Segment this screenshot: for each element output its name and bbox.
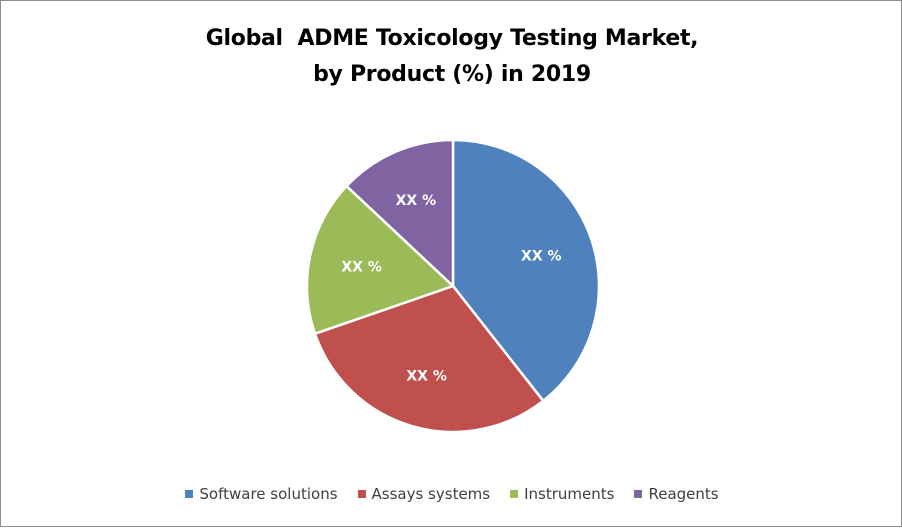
legend-item-software-solutions: Software solutions <box>185 485 338 503</box>
legend-swatch-reagents <box>634 490 643 498</box>
pie-slice-assays-systems <box>313 284 545 434</box>
pie-slice-reagents <box>345 138 455 288</box>
legend-swatch-assays-systems <box>357 490 366 498</box>
legend-item-reagents: Reagents <box>634 485 719 503</box>
chart-title: Global ADME Toxicology Testing Market, b… <box>1 21 902 93</box>
legend-item-instruments: Instruments <box>510 485 614 503</box>
chart-title-line-2: by Product (%) in 2019 <box>313 62 591 87</box>
pie-data-label: XX % <box>406 369 447 385</box>
legend-label: Software solutions <box>199 485 338 503</box>
legend-item-assays-systems: Assays systems <box>357 485 491 503</box>
legend-label: Reagents <box>648 485 719 503</box>
pie-data-label: XX % <box>341 259 382 275</box>
legend-swatch-software-solutions <box>185 490 194 498</box>
chart-title-line-1: Global ADME Toxicology Testing Market, <box>205 26 699 51</box>
pie-slice-software-solutions <box>451 138 601 403</box>
legend-label: Assays systems <box>371 485 491 503</box>
legend-label: Instruments <box>524 485 615 503</box>
chart-legend: Software solutions Assays systems Instru… <box>1 485 902 503</box>
pie-slice-instruments <box>305 184 455 335</box>
pie-data-label: XX % <box>521 248 562 264</box>
legend-swatch-instruments <box>510 490 519 498</box>
pie-data-label: XX % <box>396 193 437 209</box>
